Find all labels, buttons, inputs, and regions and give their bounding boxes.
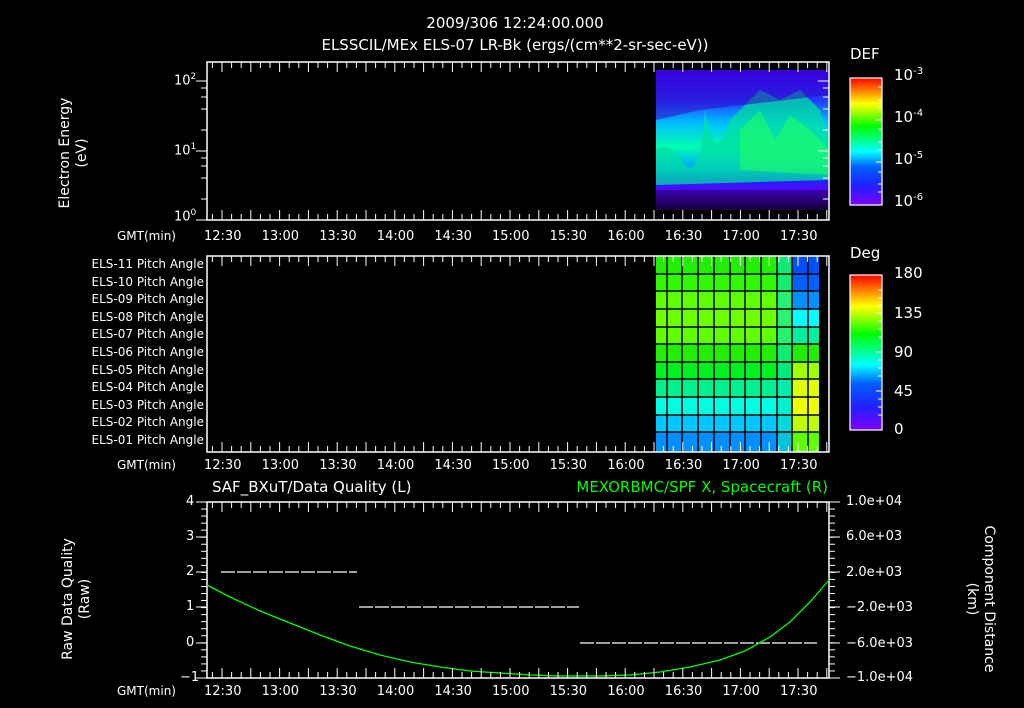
- panel3-right-ylabel-line1: Component Distance: [981, 525, 997, 673]
- xtick-label: 13:00: [261, 684, 300, 699]
- xtick-label: 13:30: [319, 458, 357, 473]
- panel3-ylabel-line1: Raw Data Quality: [60, 538, 76, 660]
- pitch-row-label: ELS-04 Pitch Angle: [91, 380, 204, 395]
- xtick-label: 14:30: [434, 684, 472, 699]
- panel3-left-title: SAF_BXuT/Data Quality (L): [212, 478, 412, 496]
- xtick-label: 15:00: [492, 229, 530, 244]
- xtick-label: 17:30: [780, 458, 818, 473]
- left-ytick-1: 1: [186, 599, 195, 614]
- left-ytick-0: 0: [186, 635, 195, 650]
- panel1-ylabel: Electron Energy (eV): [57, 83, 91, 223]
- def-colorbar-title: DEF: [850, 45, 880, 63]
- pitch-row-label: ELS-08 Pitch Angle: [91, 309, 204, 324]
- left-ytick-2: 2: [186, 564, 195, 579]
- panel2-frame: [206, 255, 830, 453]
- def-tick-1e-5: 10-5: [894, 150, 924, 168]
- xtick-label: 13:30: [319, 684, 357, 699]
- xtick-label: 17:00: [722, 684, 760, 699]
- xtick-label: 15:00: [492, 684, 530, 699]
- pitch-row-label: ELS-01 Pitch Angle: [91, 433, 204, 447]
- data-quality-line: [221, 571, 817, 644]
- xtick-label: 14:00: [376, 229, 415, 244]
- pitch-row-label: ELS-06 Pitch Angle: [91, 345, 204, 359]
- xtick-label: 12:30: [204, 684, 242, 699]
- def-tick-1e-6: 10-6: [894, 192, 924, 210]
- panel3-frame: [206, 501, 830, 679]
- xtick-label: 15:30: [549, 684, 588, 699]
- deg-tick-45: 45: [894, 382, 914, 400]
- xtick-label: 12:30: [204, 229, 242, 244]
- left-ytick-4: 4: [186, 494, 195, 509]
- panel1-ytick-100: 102: [174, 72, 197, 89]
- xtick-label: 16:00: [607, 229, 645, 244]
- pitch-row-label: ELS-09 Pitch Angle: [91, 292, 204, 307]
- panel1-ytick-1: 100: [174, 208, 197, 225]
- xtick-label: 16:30: [664, 229, 703, 244]
- deg-tick-90: 90: [894, 343, 914, 361]
- xtick-label: 17:30: [780, 229, 818, 244]
- xtick-label: 16:00: [607, 458, 645, 473]
- spacecraft-x-line: [206, 579, 830, 677]
- xtick-label: 15:00: [492, 458, 530, 473]
- pitch-row-label: ELS-05 Pitch Angle: [91, 362, 204, 377]
- right-ytick-neg6e3: −6.0e+03: [846, 636, 913, 651]
- panel3-ylabel: Raw Data Quality (Raw): [60, 524, 94, 674]
- header-title: ELSSCIL/MEx ELS-07 LR-Bk (ergs/(cm**2-sr…: [321, 36, 709, 54]
- left-ytick-3: 3: [186, 529, 195, 544]
- deg-tick-0: 0: [894, 420, 904, 438]
- deg-tick-180: 180: [894, 264, 923, 282]
- panel1-xlabel: GMT(min): [117, 229, 176, 243]
- xtick-label: 14:00: [376, 684, 415, 699]
- xtick-label: 16:00: [607, 684, 645, 699]
- panel1-frame: [206, 61, 830, 221]
- pitch-row-label: ELS-07 Pitch Angle: [91, 327, 204, 342]
- xtick-label: 13:00: [261, 229, 300, 244]
- xtick-label: 12:30: [204, 458, 242, 473]
- right-ytick-neg1e4: −1.0e+04: [846, 670, 913, 685]
- xtick-label: 14:30: [434, 458, 472, 473]
- energy-spectrogram: [656, 70, 829, 210]
- right-ytick-neg2e3: −2.0e+03: [846, 600, 913, 615]
- panel3-right-ylabel-line2: (km): [964, 582, 980, 616]
- panel1-ylabel-line2: (eV): [74, 138, 90, 168]
- right-ytick-6e3: 6.0e+03: [846, 529, 903, 544]
- left-ytick-neg1: −1: [180, 670, 200, 685]
- xtick-label: 14:30: [434, 229, 472, 244]
- xtick-label: 16:30: [664, 458, 703, 473]
- panel1-ylabel-line1: Electron Energy: [57, 97, 73, 209]
- pitch-row-label: ELS-11 Pitch Angle: [91, 257, 204, 271]
- xtick-label: 15:30: [549, 229, 588, 244]
- pitch-row-label: ELS-03 Pitch Angle: [91, 397, 204, 412]
- xtick-label: 15:30: [549, 458, 588, 473]
- xtick-label: 17:30: [780, 684, 818, 699]
- xtick-label: 13:30: [319, 229, 357, 244]
- panel1-ytick-10: 101: [174, 142, 197, 159]
- right-ytick-1e4: 1.0e+04: [846, 494, 903, 509]
- xtick-label: 17:00: [722, 458, 760, 473]
- pitch-row-label: ELS-10 Pitch Angle: [91, 274, 204, 289]
- xtick-label: 16:30: [664, 684, 703, 699]
- panel3-ylabel-line2: (Raw): [77, 578, 93, 620]
- panel2-xlabel: GMT(min): [117, 458, 176, 472]
- header-datetime: 2009/306 12:24:00.000: [426, 14, 604, 32]
- def-tick-1e-4: 10-4: [894, 108, 924, 126]
- panel3-right-title: MEXORBMC/SPF X, Spacecraft (R): [576, 478, 828, 496]
- def-colorbar: [849, 77, 883, 206]
- xtick-label: 17:00: [722, 229, 760, 244]
- def-tick-1e-3: 10-3: [894, 66, 924, 84]
- pitch-angle-grid: [656, 256, 819, 452]
- deg-tick-135: 135: [894, 304, 923, 322]
- panel3-xlabel: GMT(min): [117, 684, 176, 698]
- pitch-row-label: ELS-02 Pitch Angle: [91, 415, 204, 430]
- panel3-right-ylabel: Component Distance (km): [963, 519, 997, 679]
- xtick-label: 13:00: [261, 458, 300, 473]
- xtick-label: 14:00: [376, 458, 415, 473]
- right-ytick-2e3: 2.0e+03: [846, 565, 903, 580]
- deg-colorbar-title: Deg: [850, 244, 881, 262]
